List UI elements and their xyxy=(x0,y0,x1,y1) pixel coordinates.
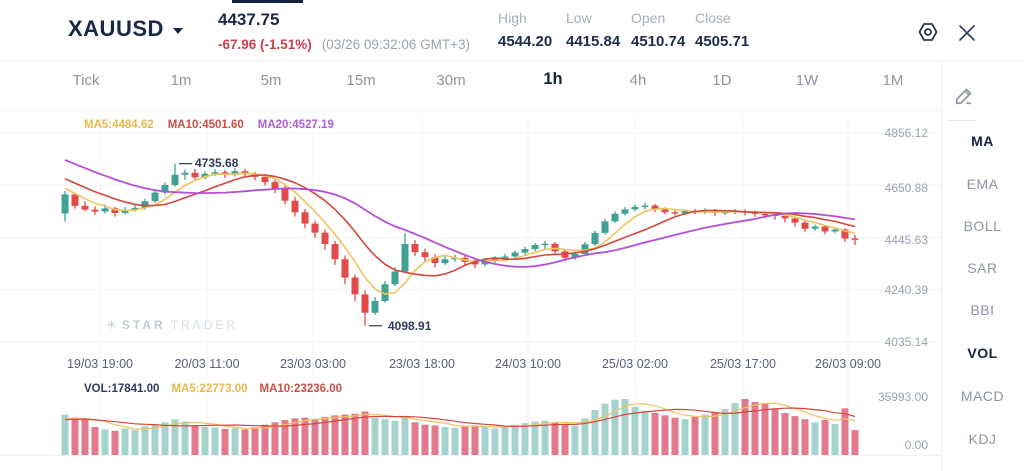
tab-1h[interactable]: 1h xyxy=(543,70,563,88)
indicator-ma[interactable]: MA xyxy=(971,133,994,149)
indicator-boll[interactable]: BOLL xyxy=(963,218,1002,234)
y-axis-label-2: 4650.88 xyxy=(884,181,928,195)
y-axis-label-1: 4856.12 xyxy=(884,126,928,140)
x-axis-label-1: 19/03 19:00 xyxy=(66,357,134,371)
x-axis-label-5: 24/03 10:00 xyxy=(494,357,562,371)
stat-close-value: 4505.71 xyxy=(695,33,750,50)
vol-ma5-label: MA5:22773.00 xyxy=(171,383,248,395)
y-axis-label-4: 4240.39 xyxy=(884,283,928,297)
top-edge-accent xyxy=(232,0,303,3)
tab-1m-month[interactable]: 1M xyxy=(882,72,904,89)
close-icon xyxy=(959,25,975,41)
stat-low-value: 4415.84 xyxy=(566,33,621,50)
stat-close: Close 4505.71 xyxy=(695,10,749,50)
last-price: 4437.75 xyxy=(218,10,280,29)
x-axis-label-8: 26/03 09:00 xyxy=(814,357,882,371)
y-axis-label-5: 4035.14 xyxy=(884,335,928,349)
volume-labels: VOL:17841.00 MA5:22773.00 MA10:23236.00 xyxy=(84,383,342,395)
tab-4h[interactable]: 4h xyxy=(629,72,647,89)
stat-open: Open 4510.74 xyxy=(631,10,685,50)
ma20-label: MA20:4527.19 xyxy=(257,119,334,131)
stat-low-label: Low xyxy=(566,10,592,26)
stat-close-label: Close xyxy=(695,10,731,26)
x-axis-label-2: 20/03 11:00 xyxy=(174,357,240,371)
ma-overlay-labels: MA5:4484.62 MA10:4501.60 MA20:4527.19 xyxy=(84,119,334,131)
pencil-icon xyxy=(955,88,972,105)
volume-axis-min: 0.00 xyxy=(904,438,928,452)
chevron-down-icon xyxy=(172,27,183,34)
tab-1m[interactable]: 1m xyxy=(170,72,192,89)
settings-button[interactable] xyxy=(914,18,942,46)
annotation-low-label: 4098.91 xyxy=(388,319,432,333)
symbol-selector[interactable]: XAUUSD xyxy=(68,16,183,42)
tab-30m[interactable]: 30m xyxy=(436,72,466,89)
annotation-high-label: 4735.68 xyxy=(195,156,239,170)
tab-1w[interactable]: 1W xyxy=(795,72,819,89)
stat-open-value: 4510.74 xyxy=(631,33,686,50)
gear-icon xyxy=(918,23,938,41)
chart-canvas[interactable] xyxy=(60,112,860,457)
watermark: ✳ STAR TRADER xyxy=(106,317,238,333)
tab-15m[interactable]: 15m xyxy=(346,72,376,89)
watermark-star-text: STAR xyxy=(121,318,166,332)
sidebar-section-divider xyxy=(949,120,977,121)
price-change-row: -67.96 (-1.51%) (03/26 09:32:06 GMT+3) xyxy=(218,37,470,52)
stat-high: High 4544.20 xyxy=(498,10,552,50)
price-change: -67.96 (-1.51%) xyxy=(218,37,312,52)
indicator-kdj[interactable]: KDJ xyxy=(968,431,997,447)
star-icon: ✳ xyxy=(106,317,117,332)
vol-ma10-label: MA10:23236.00 xyxy=(259,383,342,395)
indicator-ema[interactable]: EMA xyxy=(966,176,999,192)
ma5-label: MA5:4484.62 xyxy=(84,119,154,131)
stat-open-label: Open xyxy=(631,10,666,26)
close-button[interactable] xyxy=(953,19,981,47)
x-axis-label-6: 25/03 02:00 xyxy=(601,357,669,371)
price-timestamp: (03/26 09:32:06 GMT+3) xyxy=(321,37,471,52)
y-axis-label-3: 4445.63 xyxy=(884,233,928,247)
symbol-label: XAUUSD xyxy=(68,16,164,41)
indicator-sar[interactable]: SAR xyxy=(967,260,998,276)
vol-value-label: VOL:17841.00 xyxy=(84,383,160,395)
stat-high-label: High xyxy=(498,10,527,26)
timeframe-divider xyxy=(0,110,941,111)
draw-tools-button[interactable] xyxy=(952,84,976,108)
ma10-label: MA10:4501.60 xyxy=(167,119,244,131)
x-axis-label-3: 23/03 03:00 xyxy=(279,357,347,371)
stat-low: Low 4415.84 xyxy=(566,10,620,50)
tab-1d[interactable]: 1D xyxy=(712,72,732,89)
indicator-vol[interactable]: VOL xyxy=(967,345,998,361)
indicator-macd[interactable]: MACD xyxy=(960,388,1005,404)
stat-high-value: 4544.20 xyxy=(498,33,553,50)
watermark-trader-text: TRADER xyxy=(170,318,239,332)
x-axis-label-7: 25/03 17:00 xyxy=(709,357,777,371)
indicator-bbi[interactable]: BBI xyxy=(970,302,995,318)
x-axis-label-4: 23/03 18:00 xyxy=(388,357,456,371)
tab-tick[interactable]: Tick xyxy=(72,72,100,89)
sidebar-divider xyxy=(941,61,942,471)
header-divider xyxy=(0,60,1024,61)
volume-axis-max: 35993.00 xyxy=(877,390,928,404)
tab-5m[interactable]: 5m xyxy=(260,72,282,89)
